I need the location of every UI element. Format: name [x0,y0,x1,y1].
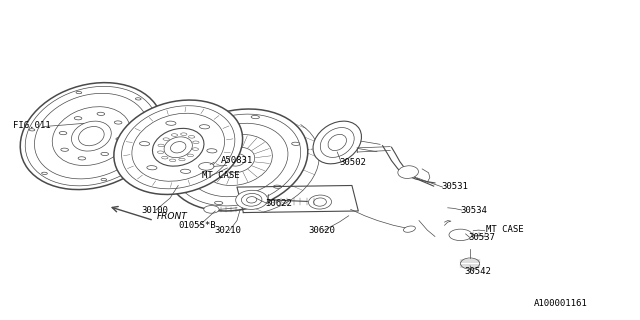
Ellipse shape [166,109,308,211]
Ellipse shape [214,201,223,204]
Ellipse shape [220,147,255,173]
Ellipse shape [115,121,122,124]
Ellipse shape [173,114,301,206]
Ellipse shape [228,154,246,166]
Ellipse shape [313,121,362,164]
Text: MT CASE: MT CASE [202,171,239,180]
Text: 30210: 30210 [214,226,241,235]
Text: A50831: A50831 [221,156,253,165]
Ellipse shape [72,121,111,151]
Ellipse shape [60,132,67,135]
Ellipse shape [174,175,182,178]
Ellipse shape [246,197,257,203]
Ellipse shape [52,107,131,165]
Ellipse shape [236,190,268,209]
Ellipse shape [97,112,105,116]
Text: 30537: 30537 [468,233,495,242]
Ellipse shape [158,144,164,147]
Ellipse shape [188,136,195,138]
Ellipse shape [192,148,198,150]
Ellipse shape [273,185,282,188]
Ellipse shape [308,195,332,209]
Ellipse shape [170,159,176,162]
Ellipse shape [114,100,243,195]
Text: 30622: 30622 [266,199,292,208]
Text: A100001161: A100001161 [534,299,588,308]
Ellipse shape [172,134,178,136]
Ellipse shape [132,113,225,181]
Ellipse shape [35,93,148,179]
Ellipse shape [170,141,186,153]
Ellipse shape [79,126,104,146]
Ellipse shape [163,138,170,140]
Ellipse shape [200,125,210,129]
Text: FIG.011: FIG.011 [13,121,51,130]
Text: 30100: 30100 [141,205,168,215]
Ellipse shape [116,138,124,141]
Ellipse shape [136,98,141,100]
Ellipse shape [204,205,219,213]
Ellipse shape [207,149,217,153]
Ellipse shape [25,86,157,186]
Ellipse shape [461,258,479,269]
Ellipse shape [193,132,200,135]
Ellipse shape [166,121,176,125]
Ellipse shape [241,194,262,206]
Ellipse shape [320,128,354,157]
Ellipse shape [147,166,157,170]
Text: 30502: 30502 [339,158,366,167]
Ellipse shape [101,179,107,181]
Ellipse shape [180,169,191,173]
Text: 30620: 30620 [308,226,335,235]
Ellipse shape [328,134,346,151]
Ellipse shape [179,158,185,161]
Ellipse shape [186,123,288,197]
Ellipse shape [198,163,214,170]
Ellipse shape [162,156,168,159]
Ellipse shape [20,83,163,189]
Ellipse shape [76,92,82,94]
Ellipse shape [292,142,300,145]
Ellipse shape [202,134,273,186]
Text: FRONT: FRONT [157,212,188,221]
Ellipse shape [403,226,415,232]
Ellipse shape [61,148,68,151]
Ellipse shape [29,129,35,131]
Ellipse shape [157,151,164,154]
Ellipse shape [193,141,199,144]
Text: MT CASE: MT CASE [486,225,524,234]
Ellipse shape [101,152,109,156]
Ellipse shape [164,137,193,158]
Ellipse shape [152,128,204,166]
Text: 30531: 30531 [442,182,468,191]
Ellipse shape [398,166,419,179]
Ellipse shape [180,133,187,135]
Ellipse shape [78,157,86,160]
Ellipse shape [42,172,47,174]
Ellipse shape [449,229,472,241]
Text: 0105S*B: 0105S*B [178,220,216,229]
Text: 30534: 30534 [461,205,488,215]
Ellipse shape [314,198,326,206]
Ellipse shape [187,154,193,157]
Text: 30542: 30542 [465,267,492,276]
Ellipse shape [122,106,235,189]
Ellipse shape [251,116,259,119]
Ellipse shape [74,116,82,120]
Ellipse shape [148,141,154,144]
Ellipse shape [140,141,150,146]
